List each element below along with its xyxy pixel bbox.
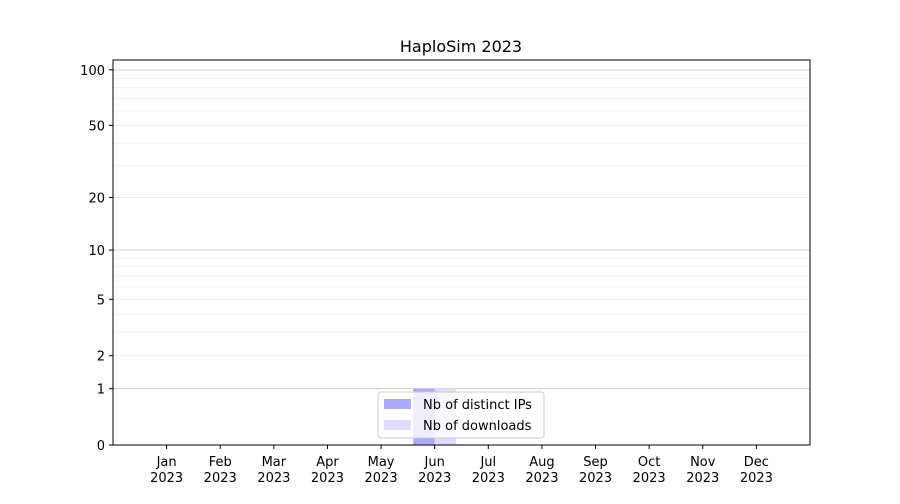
x-tick-label-month: Sep bbox=[583, 455, 608, 470]
legend-label-downloads: Nb of downloads bbox=[423, 419, 532, 434]
legend-label-distinct-ips: Nb of distinct IPs bbox=[423, 398, 532, 413]
x-tick-label-month: Apr bbox=[316, 455, 339, 470]
y-tick-label: 50 bbox=[88, 119, 105, 134]
y-axis: 0 1 2 5 10 20 50 100 bbox=[80, 64, 113, 454]
x-tick-label-month: Nov bbox=[690, 455, 716, 470]
x-tick-label-year: 2023 bbox=[686, 471, 719, 486]
x-tick-label-month: Aug bbox=[529, 455, 554, 470]
y-tick-label: 1 bbox=[97, 383, 105, 398]
x-tick-label-year: 2023 bbox=[525, 471, 558, 486]
x-tick-label-month: Dec bbox=[744, 455, 769, 470]
x-tick-label-year: 2023 bbox=[633, 471, 666, 486]
x-tick-label-month: May bbox=[368, 455, 395, 470]
legend-swatch-downloads bbox=[384, 420, 411, 430]
x-tick-label-year: 2023 bbox=[740, 471, 773, 486]
x-tick-label-year: 2023 bbox=[311, 471, 344, 486]
x-tick-label-year: 2023 bbox=[365, 471, 398, 486]
y-tick-label: 100 bbox=[80, 64, 105, 79]
grid bbox=[113, 70, 810, 389]
axes-frame bbox=[113, 60, 810, 445]
chart-title: HaploSim 2023 bbox=[400, 37, 522, 56]
y-tick-label: 5 bbox=[97, 293, 105, 308]
legend: Nb of distinct IPs Nb of downloads bbox=[378, 392, 544, 438]
x-tick-label-month: Jul bbox=[479, 455, 496, 470]
y-tick-label: 2 bbox=[97, 350, 105, 365]
x-tick-label-year: 2023 bbox=[204, 471, 237, 486]
x-tick-label-year: 2023 bbox=[257, 471, 290, 486]
x-tick-label-year: 2023 bbox=[472, 471, 505, 486]
x-tick-label-year: 2023 bbox=[418, 471, 451, 486]
legend-swatch-distinct-ips bbox=[384, 399, 411, 409]
y-tick-label: 10 bbox=[88, 244, 105, 259]
x-tick-label-month: Jun bbox=[424, 455, 445, 470]
chart: HaploSim 2023 0125102050100 Jan2023Feb20… bbox=[0, 0, 900, 500]
x-tick-label-month: Feb bbox=[209, 455, 232, 470]
x-axis: Jan2023Feb2023Mar2023Apr2023May2023Jun20… bbox=[150, 445, 773, 486]
y-tick-label: 20 bbox=[88, 192, 105, 207]
x-tick-label-month: Mar bbox=[262, 455, 287, 470]
x-tick-label-year: 2023 bbox=[150, 471, 183, 486]
y-tick-label: 0 bbox=[97, 439, 105, 454]
x-tick-label-month: Oct bbox=[638, 455, 660, 470]
x-tick-label-year: 2023 bbox=[579, 471, 612, 486]
x-tick-label-month: Jan bbox=[156, 455, 177, 470]
